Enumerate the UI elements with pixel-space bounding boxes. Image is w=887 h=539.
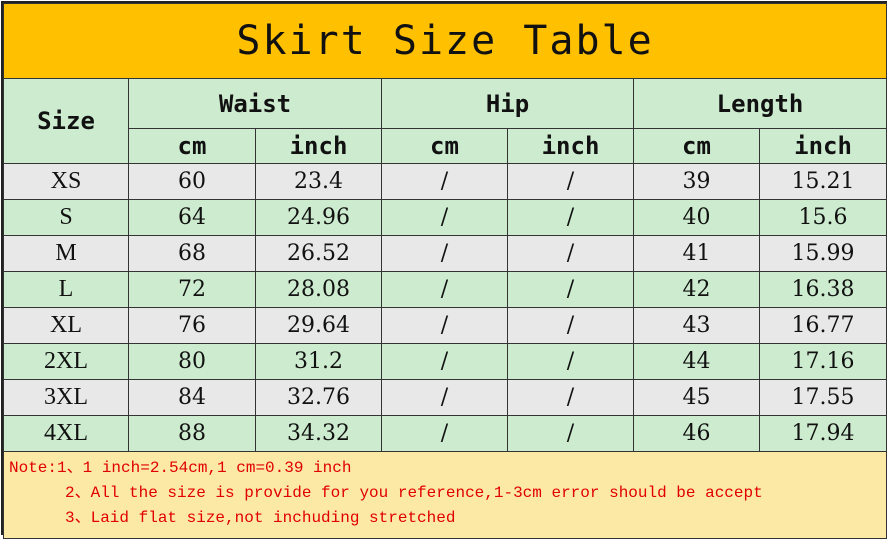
- header-hip-cm: cm: [381, 128, 508, 164]
- table-row: 4XL 88 34.32//46 17.94: [3, 415, 887, 452]
- cell-length-cm: 45: [633, 379, 760, 416]
- cell-waist-inch: 34.32: [255, 415, 382, 452]
- cell-size: 3XL: [3, 379, 129, 416]
- cell-length-inch: 17.55: [758, 379, 887, 416]
- cell-length-inch: 17.94: [758, 415, 887, 452]
- cell-waist-cm: 60: [128, 163, 256, 200]
- cell-length-cm: 39: [633, 163, 760, 200]
- cell-length-cm: 41: [633, 235, 760, 272]
- header-length-cm: cm: [633, 128, 760, 164]
- cell-waist-inch: 24.96: [255, 199, 382, 236]
- header-waist-inch: inch: [255, 128, 382, 164]
- cell-length-inch: 15.99: [758, 235, 887, 272]
- cell-waist-inch: 31.2: [255, 343, 382, 380]
- cell-hip-cm: /: [381, 415, 508, 452]
- cell-hip-cm: /: [381, 379, 508, 416]
- cell-hip-cm: /: [381, 163, 508, 200]
- cell-length-inch: 16.77: [758, 307, 887, 344]
- cell-hip-inch: /: [507, 343, 634, 380]
- cell-waist-cm: 68: [128, 235, 256, 272]
- cell-waist-inch: 29.64: [255, 307, 382, 344]
- size-table: Skirt Size Table Size Waist Hip Length c…: [2, 3, 887, 539]
- note-2: 2、All the size is provide for you refere…: [65, 484, 763, 502]
- cell-hip-inch: /: [507, 163, 634, 200]
- cell-hip-cm: /: [381, 271, 508, 308]
- table-title: Skirt Size Table: [2, 3, 887, 79]
- table-row: 3XL 84 32.76//45 17.55: [3, 379, 887, 416]
- cell-hip-inch: /: [507, 271, 634, 308]
- cell-length-inch: 15.21: [758, 163, 887, 200]
- cell-waist-cm: 64: [128, 199, 256, 236]
- cell-length-inch: 16.38: [758, 271, 887, 308]
- cell-length-cm: 42: [633, 271, 760, 308]
- note-1: Note:1、1 inch=2.54cm,1 cm=0.39 inch: [9, 459, 352, 477]
- cell-hip-inch: /: [507, 199, 634, 236]
- cell-hip-inch: /: [507, 379, 634, 416]
- cell-length-cm: 44: [633, 343, 760, 380]
- cell-size: L: [3, 271, 129, 308]
- cell-length-cm: 40: [633, 199, 760, 236]
- table-row: S 64 24.96//40 15.6: [3, 199, 887, 236]
- cell-size: S: [3, 199, 129, 236]
- header-waist-cm: cm: [128, 128, 256, 164]
- cell-length-cm: 43: [633, 307, 760, 344]
- cell-waist-cm: 88: [128, 415, 256, 452]
- cell-waist-inch: 32.76: [255, 379, 382, 416]
- cell-waist-cm: 80: [128, 343, 256, 380]
- table-row: L 72 28.08//42 16.38: [3, 271, 887, 308]
- cell-waist-cm: 76: [128, 307, 256, 344]
- cell-size: XL: [3, 307, 129, 344]
- cell-waist-cm: 84: [128, 379, 256, 416]
- cell-size: 4XL: [3, 415, 129, 452]
- header-waist: Waist: [128, 78, 382, 129]
- cell-waist-inch: 23.4: [255, 163, 382, 200]
- cell-hip-cm: /: [381, 235, 508, 272]
- header-hip-inch: inch: [507, 128, 634, 164]
- cell-hip-cm: /: [381, 307, 508, 344]
- header-length-inch: inch: [758, 128, 887, 164]
- cell-size: M: [3, 235, 129, 272]
- cell-hip-cm: /: [381, 199, 508, 236]
- table-row: 2XL 80 31.2//44 17.16: [3, 343, 887, 380]
- header-length: Length: [632, 78, 887, 129]
- header-size: Size: [3, 78, 129, 164]
- cell-hip-cm: /: [381, 343, 508, 380]
- cell-hip-inch: /: [507, 307, 634, 344]
- table-row: M 68 26.52//41 15.99: [3, 235, 887, 272]
- cell-size: XS: [3, 163, 129, 200]
- cell-length-cm: 46: [633, 415, 760, 452]
- cell-waist-cm: 72: [128, 271, 256, 308]
- note-3: 3、Laid flat size,not inchuding stretched: [65, 509, 456, 527]
- table-row: XS 60 23.4//39 15.21: [3, 163, 887, 200]
- cell-waist-inch: 28.08: [255, 271, 382, 308]
- cell-size: 2XL: [3, 343, 129, 380]
- cell-length-inch: 15.6: [758, 199, 887, 236]
- notes: Note:1、1 inch=2.54cm,1 cm=0.39 inch 2、Al…: [2, 451, 887, 539]
- cell-hip-inch: /: [507, 415, 634, 452]
- header-hip: Hip: [381, 78, 634, 129]
- cell-waist-inch: 26.52: [255, 235, 382, 272]
- table-row: XL 76 29.64//43 16.77: [3, 307, 887, 344]
- cell-length-inch: 17.16: [758, 343, 887, 380]
- cell-hip-inch: /: [507, 235, 634, 272]
